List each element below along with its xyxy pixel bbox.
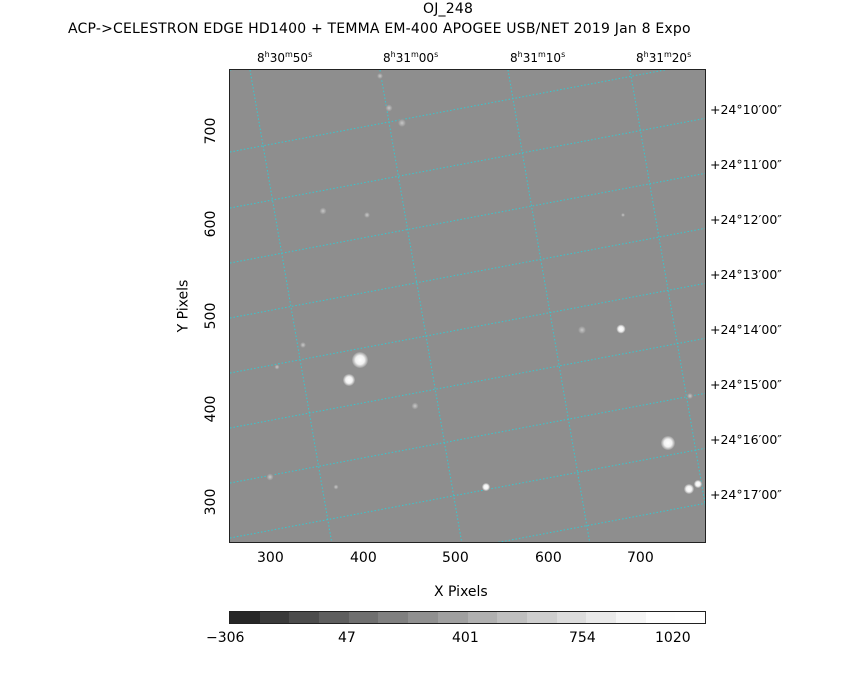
colorbar-segment [526, 612, 557, 623]
dec-tick-label: +24°11′00″ [710, 157, 782, 172]
colorbar-segment [408, 612, 438, 623]
dec-tick-label: +24°17′00″ [710, 487, 782, 502]
x-tick-label: 400 [350, 550, 377, 566]
star [266, 473, 274, 481]
colorbar-label: −306 [206, 630, 245, 646]
star [300, 342, 306, 348]
colorbar-segment [586, 612, 616, 623]
x-tick-label: 300 [257, 550, 284, 566]
colorbar-segment [675, 612, 705, 623]
x-tick-label: 500 [442, 550, 469, 566]
dec-tick-label: +24°13′00″ [710, 267, 782, 282]
ra-tick-label: 8h30m50s [257, 50, 313, 65]
x-tick-label: 600 [535, 550, 562, 566]
star [343, 374, 355, 386]
star [319, 207, 327, 215]
colorbar-segment [230, 612, 260, 623]
colorbar-segment [348, 612, 379, 623]
dec-tick-label: +24°14′00″ [710, 322, 782, 337]
star [616, 324, 626, 334]
colorbar-segment [437, 612, 468, 623]
dec-tick-label: +24°10′00″ [710, 102, 782, 117]
star [377, 73, 383, 79]
star [578, 326, 586, 334]
object-title: OJ_248 [423, 1, 474, 17]
sky-image-canvas [230, 70, 705, 542]
star [333, 484, 339, 490]
star [661, 436, 675, 450]
colorbar-segment [319, 612, 349, 623]
colorbar [229, 611, 706, 624]
colorbar-segment [497, 612, 527, 623]
telescope-subtitle: ACP->CELESTRON EDGE HD1400 + TEMMA EM-40… [68, 21, 691, 37]
star [694, 480, 702, 488]
colorbar-segment [556, 612, 587, 623]
star [684, 484, 694, 494]
colorbar-segment [467, 612, 498, 623]
star [482, 483, 490, 491]
x-axis-title: X Pixels [434, 584, 488, 600]
star [621, 213, 625, 217]
sky-image[interactable] [229, 69, 706, 543]
y-tick-label: 500 [203, 302, 219, 330]
colorbar-segment [289, 612, 320, 623]
star [274, 364, 280, 370]
dec-tick-label: +24°16′00″ [710, 432, 782, 447]
ra-tick-label: 8h31m10s [510, 50, 566, 65]
star [385, 104, 393, 112]
star [687, 393, 693, 399]
dec-tick-label: +24°12′00″ [710, 212, 782, 227]
star [411, 402, 419, 410]
y-tick-label: 700 [203, 117, 219, 145]
coordinate-grid [230, 70, 705, 542]
colorbar-label: 1020 [655, 630, 691, 646]
y-tick-label: 600 [203, 210, 219, 238]
stars [266, 73, 702, 494]
dec-tick-label: +24°15′00″ [710, 377, 782, 392]
colorbar-segment [615, 612, 646, 623]
ra-tick-label: 8h31m20s [636, 50, 692, 65]
star [352, 352, 368, 368]
y-axis-title: Y Pixels [175, 279, 192, 333]
colorbar-label: 754 [569, 630, 596, 646]
ra-tick-label: 8h31m00s [383, 50, 439, 65]
star [398, 119, 406, 127]
x-tick-label: 700 [627, 550, 654, 566]
colorbar-segment [259, 612, 290, 623]
colorbar-label: 401 [452, 630, 479, 646]
y-tick-label: 300 [203, 488, 219, 516]
colorbar-segment [378, 612, 409, 623]
colorbar-label: 47 [338, 630, 356, 646]
y-tick-label: 400 [203, 395, 219, 423]
colorbar-segment [645, 612, 676, 623]
star [364, 212, 370, 218]
